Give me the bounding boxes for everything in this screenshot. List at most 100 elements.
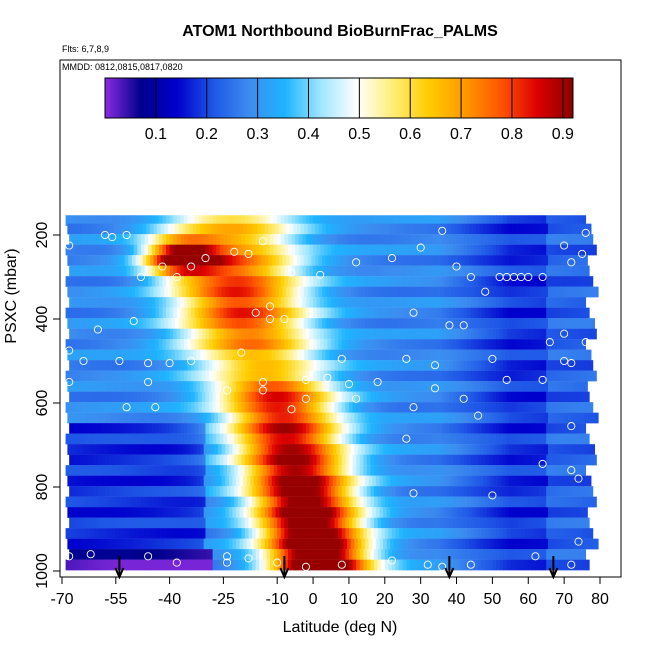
heatmap-cell: [273, 423, 278, 434]
heatmap-cell: [406, 328, 411, 340]
heatmap-cell: [176, 339, 181, 350]
heatmap-cell: [253, 538, 258, 550]
heatmap-cell: [481, 215, 486, 226]
heatmap-cell: [556, 244, 561, 256]
heatmap-cell: [497, 412, 502, 424]
heatmap-cell: [404, 318, 409, 329]
heatmap-cell: [200, 255, 205, 266]
heatmap-cell: [413, 402, 418, 413]
heatmap-cell: [149, 349, 154, 361]
heatmap-cell: [463, 391, 468, 403]
heatmap-cell: [433, 444, 438, 455]
heatmap-cell: [531, 496, 536, 508]
heatmap-cell: [173, 276, 178, 287]
heatmap-cell: [544, 286, 549, 298]
sample-point: [122, 230, 131, 240]
heatmap-cell: [232, 255, 237, 266]
heatmap-cell: [519, 223, 524, 235]
heatmap-cell: [390, 538, 395, 550]
heatmap-cell: [400, 475, 405, 487]
heatmap-cell: [226, 339, 231, 350]
heatmap-cell: [365, 223, 370, 235]
heatmap-cell: [431, 234, 436, 245]
heatmap-cell: [304, 538, 309, 550]
heatmap-cell: [114, 412, 118, 424]
heatmap-cell: [339, 223, 344, 235]
heatmap-cell: [422, 318, 427, 329]
heatmap-cell: [167, 381, 172, 392]
heatmap-cell: [415, 349, 420, 361]
heatmap-cell: [232, 475, 237, 487]
heatmap-cell: [503, 391, 508, 403]
heatmap-cell: [556, 517, 561, 529]
heatmap-cell: [284, 328, 289, 340]
heatmap-cell: [157, 538, 162, 550]
heatmap-cell: [65, 307, 70, 319]
heatmap-cell: [298, 244, 303, 256]
heatmap-cell: [474, 517, 479, 529]
heatmap-cell: [531, 391, 536, 403]
heatmap-cell: [85, 507, 90, 518]
heatmap-cell: [377, 517, 382, 529]
heatmap-cell: [275, 286, 280, 298]
heatmap-cell: [438, 402, 443, 413]
heatmap-cell: [402, 465, 407, 476]
heatmap-cell: [205, 297, 210, 308]
heatmap-cell: [76, 391, 81, 403]
heatmap-cell: [506, 215, 511, 226]
heatmap-cell: [79, 307, 84, 319]
heatmap-cell: [535, 339, 540, 350]
heatmap-cell: [305, 215, 310, 226]
heatmap-cell: [124, 507, 129, 518]
heatmap-cell: [97, 391, 102, 403]
heatmap-cell: [83, 423, 88, 434]
heatmap-cell: [334, 276, 339, 287]
heatmap-cell: [108, 328, 113, 340]
heatmap-cell: [69, 297, 74, 308]
heatmap-cell: [185, 444, 190, 455]
heatmap-cell: [252, 370, 257, 382]
heatmap-cell: [219, 265, 224, 277]
heatmap-cell: [338, 486, 343, 497]
heatmap-cell: [153, 412, 158, 424]
heatmap-cell: [556, 328, 561, 340]
heatmap-cell: [567, 454, 572, 466]
heatmap-cell: [158, 496, 163, 508]
heatmap-cell: [427, 339, 432, 350]
heatmap-cell: [96, 412, 101, 424]
heatmap-cell: [478, 276, 483, 287]
heatmap-cell: [454, 538, 459, 550]
heatmap-cell: [573, 349, 578, 361]
heatmap-cell: [406, 559, 411, 571]
heatmap-cell: [248, 265, 253, 277]
heatmap-cell: [402, 402, 407, 413]
heatmap-cell: [255, 423, 260, 434]
heatmap-cell: [198, 307, 203, 319]
heatmap-cell: [517, 339, 522, 350]
heatmap-cell: [97, 559, 102, 571]
heatmap-cell: [345, 244, 350, 256]
heatmap-cell: [544, 223, 549, 235]
heatmap-cell: [255, 402, 260, 413]
heatmap-cell: [391, 215, 396, 226]
heatmap-cell: [366, 423, 371, 434]
heatmap-cell: [474, 528, 479, 539]
heatmap-cell: [230, 370, 235, 382]
heatmap-cell: [130, 297, 135, 308]
heatmap-cell: [467, 465, 472, 476]
heatmap-cell: [264, 349, 269, 361]
heatmap-cell: [481, 402, 486, 413]
heatmap-cell: [562, 412, 567, 424]
heatmap-cell: [309, 360, 314, 371]
heatmap-cell: [370, 454, 375, 466]
heatmap-cell: [311, 223, 316, 235]
heatmap-cell: [218, 381, 223, 392]
heatmap-cell: [483, 475, 488, 487]
heatmap-cell: [533, 475, 538, 487]
heatmap-cell: [339, 255, 344, 266]
heatmap-cell: [131, 318, 136, 329]
heatmap-cell: [286, 349, 291, 361]
heatmap-cell: [567, 517, 572, 529]
heatmap-cell: [424, 433, 429, 445]
heatmap-cell: [591, 444, 596, 455]
